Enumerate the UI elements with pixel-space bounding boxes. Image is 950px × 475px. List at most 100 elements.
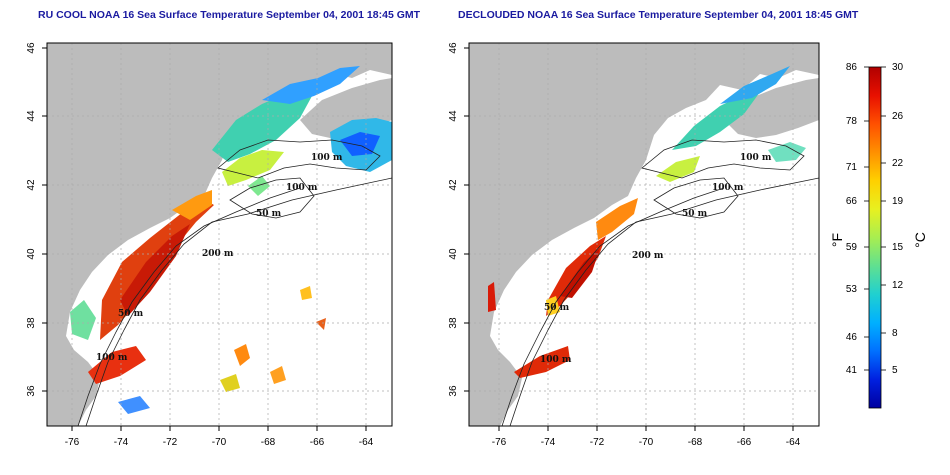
right-sst-hot-core [560, 248, 600, 298]
colorbar-f-tick: 78 [846, 116, 858, 127]
colorbar-c-tick: 8 [892, 328, 898, 339]
right-map-ticks [464, 47, 794, 431]
left-sst-gulf-yellow [222, 150, 284, 186]
right-y-tick-label: 44 [448, 110, 459, 122]
left-contour-gulf [217, 139, 381, 179]
left-x-tick-labels: -76 -74 -72 -70 -68 -66 -64 [65, 437, 374, 448]
right-x-tick-label: -74 [541, 437, 556, 448]
right-sst-north-blue [720, 66, 790, 104]
left-sst-south-patch [88, 346, 146, 384]
colorbar-f-tick: 41 [846, 365, 858, 376]
right-contour-label: 50 m [682, 209, 708, 219]
colorbar-fahrenheit-label: °F [829, 233, 845, 247]
left-sst-bay-patch [70, 300, 96, 340]
left-map-panel: 100 m 100 m 50 m 200 m 50 m 100 m -76 -7… [26, 42, 393, 448]
left-map-grid [47, 43, 392, 426]
left-y-tick-label: 40 [26, 248, 37, 260]
right-map-nova-scotia [724, 78, 819, 138]
left-x-tick-label: -64 [359, 437, 374, 448]
left-sst-speck-1 [234, 344, 250, 366]
colorbar-tick-marks [864, 66, 886, 371]
right-x-tick-label: -70 [639, 437, 654, 448]
right-x-tick-labels: -76 -74 -72 -70 -68 -66 -64 [492, 437, 801, 448]
right-map-frame [468, 42, 820, 427]
right-contour-label: 100 m [540, 355, 572, 365]
colorbar-c-tick: 22 [892, 158, 904, 169]
left-y-tick-label: 44 [26, 110, 37, 122]
left-contour-labels: 100 m 100 m 50 m 200 m 50 m 100 m [96, 153, 343, 363]
left-contour-label: 100 m [286, 183, 318, 193]
left-sst-speck-3 [316, 318, 326, 330]
right-x-tick-label: -72 [590, 437, 605, 448]
colorbar-c-tick: 19 [892, 196, 904, 207]
left-map-title: RU COOL NOAA 16 Sea Surface Temperature … [38, 9, 421, 21]
right-y-tick-label: 40 [448, 248, 459, 260]
colorbar-c-tick: 26 [892, 111, 904, 122]
colorbar-f-tick: 66 [846, 196, 858, 207]
right-contour-georges [653, 177, 739, 219]
left-contour-label: 100 m [96, 353, 128, 363]
right-y-tick-label: 38 [448, 317, 459, 329]
left-x-tick-label: -68 [261, 437, 276, 448]
colorbar-celsius-label: °C [912, 232, 928, 248]
left-sst-speck-2 [300, 286, 312, 300]
colorbar-c-tick: 5 [892, 365, 898, 376]
colorbar-f-tick: 53 [846, 284, 858, 295]
left-contour-200 [85, 177, 392, 426]
left-contour-label: 50 m [256, 209, 282, 219]
colorbar-f-tick: 46 [846, 332, 858, 343]
right-contour-gulf [641, 139, 805, 179]
right-contour-label: 100 m [740, 153, 772, 163]
left-x-tick-label: -70 [212, 437, 227, 448]
right-y-tick-labels: 36 38 40 42 44 46 [448, 42, 459, 397]
left-sst-orange-patch [172, 190, 212, 220]
right-contour-labels: 100 m 100 m 50 m 200 m 50 m 100 m [540, 153, 772, 365]
right-contour-100 [501, 187, 725, 426]
left-y-tick-label: 36 [26, 385, 37, 397]
colorbar-f-tick: 86 [846, 62, 858, 73]
right-sst-patches [488, 66, 806, 378]
left-y-tick-label: 38 [26, 317, 37, 329]
left-contour-label: 200 m [202, 249, 234, 259]
left-map-ticks [42, 47, 367, 431]
left-contour-label: 50 m [118, 309, 144, 319]
right-sst-gulf-maine [672, 92, 760, 150]
left-x-tick-label: -76 [65, 437, 80, 448]
left-sst-speck-4 [118, 396, 150, 414]
left-sst-gulf-maine [212, 92, 312, 162]
colorbar-c-tick: 15 [892, 242, 904, 253]
left-y-tick-label: 46 [26, 42, 37, 54]
right-contour-label: 200 m [632, 251, 664, 261]
right-map-title: DECLOUDED NOAA 16 Sea Surface Temperatur… [458, 9, 859, 21]
right-bathymetry [501, 139, 819, 426]
colorbar-gradient [868, 66, 882, 409]
right-x-tick-label: -68 [688, 437, 703, 448]
right-x-tick-label: -64 [786, 437, 801, 448]
right-x-tick-label: -66 [737, 437, 752, 448]
right-map-land [469, 43, 819, 426]
left-x-tick-label: -72 [163, 437, 178, 448]
right-contour-200 [509, 177, 819, 426]
left-sst-hot-core [120, 224, 190, 316]
right-map-grid [469, 43, 819, 426]
left-sst-patches [70, 66, 392, 414]
left-sst-speck-6 [270, 366, 286, 384]
right-sst-coast-speck [488, 282, 496, 312]
right-contour-label: 50 m [544, 303, 570, 313]
left-x-tick-label: -74 [114, 437, 129, 448]
colorbar-c-tick: 12 [892, 280, 904, 291]
left-contour-100 [77, 187, 301, 426]
left-y-tick-label: 42 [26, 179, 37, 191]
colorbar-f-tick: 59 [846, 242, 858, 253]
left-sst-speck-5 [220, 374, 240, 392]
left-contour-label: 100 m [311, 153, 343, 163]
right-y-tick-label: 42 [448, 179, 459, 191]
colorbar-c-ticks: 30 26 22 19 15 12 8 5 [892, 62, 904, 376]
left-y-tick-labels: 36 38 40 42 44 46 [26, 42, 37, 397]
colorbar-f-ticks: 86 78 71 66 59 53 46 41 [846, 62, 858, 376]
right-x-tick-label: -76 [492, 437, 507, 448]
right-sst-south-patch [514, 346, 570, 378]
colorbar-f-tick: 71 [846, 162, 858, 173]
right-sst-orange-patch [596, 198, 638, 240]
